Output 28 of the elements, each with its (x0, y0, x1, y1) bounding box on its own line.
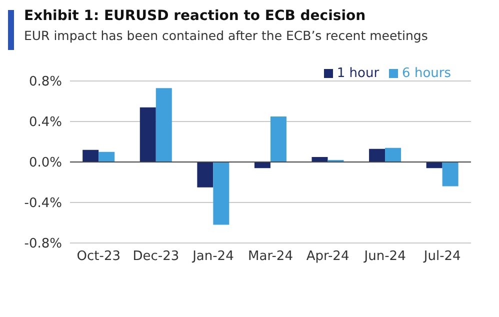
bar (140, 107, 156, 162)
y-tick-label: 0.0% (28, 156, 62, 171)
y-tick-label: -0.8% (24, 236, 62, 252)
x-tick-label: Jun-24 (363, 249, 406, 264)
x-tick-label: Dec-23 (132, 249, 180, 264)
x-tick-label: Oct-23 (76, 249, 120, 264)
bar (442, 162, 458, 186)
legend-label: 1 hour (336, 66, 380, 81)
chart-subtitle: EUR impact has been contained after the ECB’s recent meetings (24, 28, 428, 43)
bar (213, 162, 230, 225)
y-tick-label: 0.8% (28, 74, 62, 90)
legend-label: 6 hours (402, 66, 451, 81)
bar (82, 150, 99, 162)
x-tick-label: Mar-24 (248, 249, 293, 264)
x-tick-label: Apr-24 (306, 249, 350, 264)
bar (156, 88, 172, 162)
bar (270, 116, 286, 162)
bar (254, 162, 270, 168)
x-tick-label: Jul-24 (422, 249, 461, 264)
bar (385, 148, 402, 162)
x-tick-label: Jan-24 (192, 249, 234, 264)
bar (197, 162, 214, 188)
chart-title: Exhibit 1: EURUSD reaction to ECB decision (24, 8, 366, 24)
y-tick-label: 0.4% (28, 115, 62, 130)
y-tick-label: -0.4% (24, 196, 62, 212)
bar (369, 148, 386, 162)
bar (98, 152, 115, 162)
bar (426, 162, 442, 168)
